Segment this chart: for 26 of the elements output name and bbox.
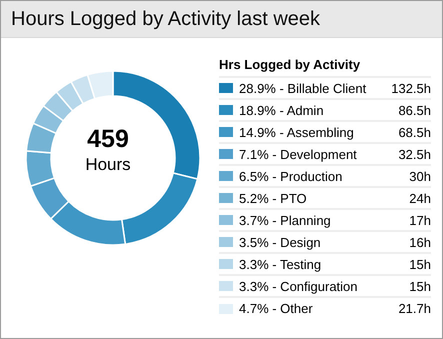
data-label: 15h <box>385 253 431 275</box>
legend-label: 18.9% - Admin <box>237 99 386 121</box>
legend-label: 28.9% - Billable Client <box>237 77 386 99</box>
legend-label: 5.2% - PTO <box>237 187 386 209</box>
legend-label: 3.3% - Configuration <box>237 275 386 297</box>
data-label: 15h <box>385 275 431 297</box>
legend-title: Hrs Logged by Activity <box>219 56 362 74</box>
legend-label: 3.5% - Design <box>237 231 386 253</box>
data-label: 21.7h <box>385 297 431 319</box>
data-label: 30h <box>385 165 431 187</box>
text: 459 <box>86 124 130 154</box>
data-label: 24h <box>385 187 431 209</box>
data-label: 17h <box>385 209 431 231</box>
legend-label: 3.3% - Testing <box>237 253 386 275</box>
data-label: 32.5h <box>385 143 431 165</box>
legend-label: 3.7% - Planning <box>237 209 386 231</box>
legend-label: 4.7% - Other <box>237 297 386 319</box>
legend-label: 14.9% - Assembling <box>237 121 386 143</box>
legend-label: 6.5% - Production <box>237 165 386 187</box>
data-label: 86.5h <box>385 99 431 121</box>
legend-label: 7.1% - Development <box>237 143 386 165</box>
chart-title: Hours Logged by Activity last week <box>1 1 442 38</box>
data-label: 16h <box>385 231 431 253</box>
data-label: 132.5h <box>385 77 431 99</box>
text: Hours <box>84 154 132 176</box>
data-label: 68.5h <box>385 121 431 143</box>
